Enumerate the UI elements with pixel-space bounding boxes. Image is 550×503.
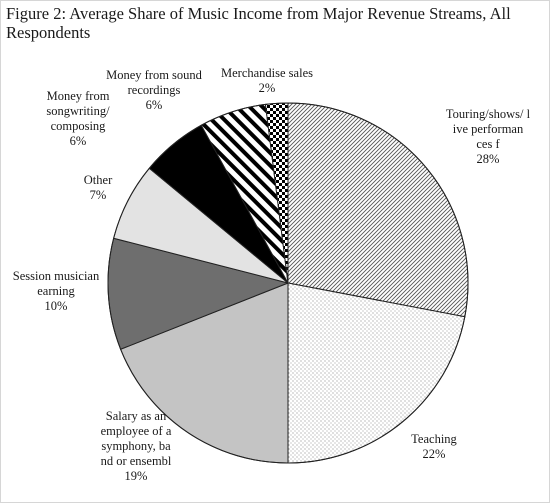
slice-label-teaching: Teaching 22% — [411, 432, 457, 461]
slice-label-songwriting: Money from songwriting/composing 6% — [46, 89, 110, 148]
slice-label-touring: Touring/shows/ l ive performan ces f 28% — [446, 107, 531, 166]
slice-label-salary: Salary as an employee of a symphony, ba nd … — [101, 409, 172, 483]
slice-label-other: Other 7% — [84, 173, 113, 202]
chart-title: Figure 2: Average Share of Music Income … — [6, 4, 511, 42]
slice-label-session-musician: Session musician earning 10% — [13, 269, 100, 313]
pie-outline — [107, 102, 469, 464]
slice-label-sound-recordings: Money from sound recordings 6% — [106, 68, 203, 112]
pie-slice-touring — [287, 102, 469, 318]
slice-label-merchandise: Merchandise sales 2% — [221, 66, 313, 95]
